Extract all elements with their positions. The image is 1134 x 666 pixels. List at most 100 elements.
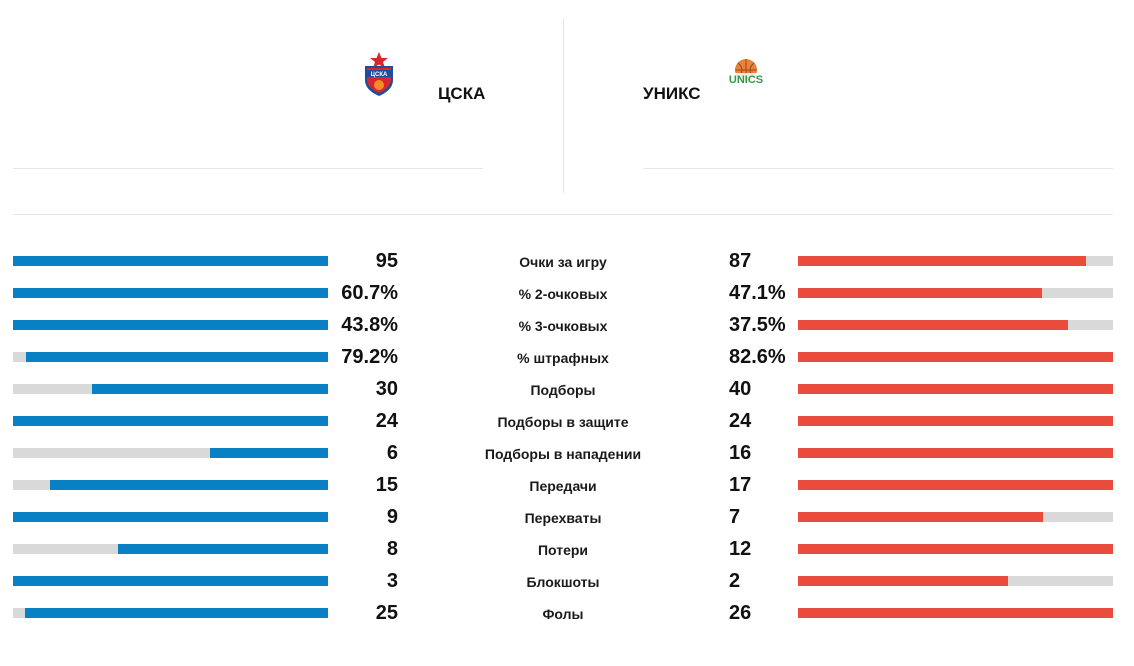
header-bottom-divider	[13, 214, 1113, 215]
stat-label: % штрафных	[517, 350, 609, 366]
home-stat-bar-fill	[24, 608, 328, 618]
stat-row: 24 Подборы в защите 24	[0, 405, 1134, 437]
stat-row: 60.7% % 2-очковых 47.1%	[0, 277, 1134, 309]
home-stat-value: 43.8%	[341, 314, 398, 336]
away-stat-bar-fill	[798, 320, 1068, 330]
away-stat-value: 16	[729, 442, 752, 464]
home-stat-bar-fill	[13, 576, 328, 586]
svg-text:ЦСКА: ЦСКА	[371, 72, 388, 78]
away-stat-value: 37.5%	[729, 314, 786, 336]
stat-row: 8 Потери 12	[0, 533, 1134, 565]
stat-row: 79.2% % штрафных 82.6%	[0, 341, 1134, 373]
home-stat-bar-fill	[209, 448, 328, 458]
team-stats-comparison: 95 Очки за игру 87 60.7%% 2-очковых 47.1% 43.…	[0, 245, 1134, 629]
away-stat-bar	[798, 576, 1113, 586]
away-stat-bar	[798, 448, 1113, 458]
home-stat-value: 95	[375, 250, 398, 272]
home-stat-bar	[13, 448, 328, 458]
away-stat-bar-fill	[798, 384, 1113, 394]
away-stat-bar	[798, 544, 1113, 554]
stat-label: Перехваты	[524, 510, 602, 526]
stat-row: 15 Передачи 17	[0, 469, 1134, 501]
home-stat-bar	[13, 384, 328, 394]
away-stat-value: 40	[729, 378, 752, 400]
stat-label: Фолы	[542, 606, 584, 622]
stat-row: 6 Подборы в нападении 16	[0, 437, 1134, 469]
away-stat-bar	[798, 512, 1113, 522]
stat-label: % 3-очковых	[518, 318, 608, 334]
stat-label: Очки за игру	[519, 254, 607, 270]
home-stat-value: 79.2%	[341, 346, 398, 368]
home-stat-bar	[13, 352, 328, 362]
stat-label: Блокшоты	[526, 574, 600, 590]
match-header: ЦСКА ЦСКА UNICS УНИКС	[0, 0, 1134, 215]
home-stat-value: 60.7%	[341, 282, 398, 304]
cska-logo-icon: ЦСКА	[362, 52, 396, 96]
home-stat-bar	[13, 288, 328, 298]
stat-label: Потери	[537, 542, 589, 558]
home-divider	[13, 168, 483, 169]
away-stat-bar	[798, 480, 1113, 490]
away-stat-bar	[798, 352, 1113, 362]
team-separator	[563, 18, 564, 193]
away-stat-bar	[798, 608, 1113, 618]
home-stat-value: 25	[375, 602, 398, 624]
home-stat-bar-fill	[13, 320, 328, 330]
away-stat-bar-fill	[798, 544, 1113, 554]
stat-row: 43.8% % 3-очковых 37.5%	[0, 309, 1134, 341]
away-stat-value: 47.1%	[729, 282, 786, 304]
home-stat-bar	[13, 576, 328, 586]
home-stat-bar-fill	[13, 288, 328, 298]
stat-row: 95 Очки за игру 87	[0, 245, 1134, 277]
home-stat-bar	[13, 608, 328, 618]
home-team-name: ЦСКА	[438, 84, 486, 103]
stat-row: 3 Блокшоты 2	[0, 565, 1134, 597]
away-stat-value: 24	[729, 410, 752, 432]
away-stat-bar	[798, 288, 1113, 298]
home-stat-value: 15	[375, 474, 398, 496]
stat-label: Подборы в защите	[497, 414, 629, 430]
away-stat-value: 26	[729, 602, 752, 624]
stat-row: 30 Подборы 40	[0, 373, 1134, 405]
away-stat-value: 17	[729, 474, 752, 496]
away-stat-value: 87	[729, 250, 752, 272]
home-stat-bar	[13, 320, 328, 330]
home-stat-bar-fill	[117, 544, 328, 554]
away-stat-bar-fill	[798, 608, 1113, 618]
stat-label: Передачи	[529, 478, 597, 494]
home-stat-bar-fill	[13, 512, 328, 522]
home-stat-bar	[13, 416, 328, 426]
stat-row: 9 Перехваты 7	[0, 501, 1134, 533]
away-stat-bar-fill	[798, 256, 1087, 266]
away-stat-bar-fill	[798, 480, 1113, 490]
home-stat-bar	[13, 512, 328, 522]
home-stat-bar-fill	[25, 352, 328, 362]
away-stat-value: 82.6%	[729, 346, 786, 368]
home-stat-value: 30	[375, 378, 398, 400]
away-stat-value: 7	[729, 506, 741, 528]
home-stat-value: 8	[386, 538, 398, 560]
home-stat-bar	[13, 544, 328, 554]
home-stat-bar-fill	[50, 480, 328, 490]
home-stat-bar	[13, 256, 328, 266]
svg-text:UNICS: UNICS	[729, 74, 763, 86]
away-stat-bar	[798, 416, 1113, 426]
away-stat-value: 12	[729, 538, 752, 560]
stat-label: Подборы	[530, 382, 596, 398]
home-stat-bar-fill	[13, 256, 328, 266]
away-stat-value: 2	[729, 570, 741, 592]
home-stat-value: 3	[386, 570, 398, 592]
away-stat-bar-fill	[798, 512, 1044, 522]
away-stat-bar-fill	[798, 416, 1113, 426]
unics-logo-icon: UNICS	[726, 58, 766, 88]
away-stat-bar-fill	[798, 352, 1113, 362]
home-stat-value: 6	[386, 442, 398, 464]
home-stat-value: 24	[375, 410, 398, 432]
home-stat-bar	[13, 480, 328, 490]
stat-row: 25 Фолы 26	[0, 597, 1134, 629]
stat-label: Подборы в нападении	[484, 446, 642, 462]
home-stat-value: 9	[386, 506, 398, 528]
away-divider	[643, 168, 1113, 169]
away-stat-bar-fill	[798, 448, 1113, 458]
away-stat-bar-fill	[798, 576, 1009, 586]
